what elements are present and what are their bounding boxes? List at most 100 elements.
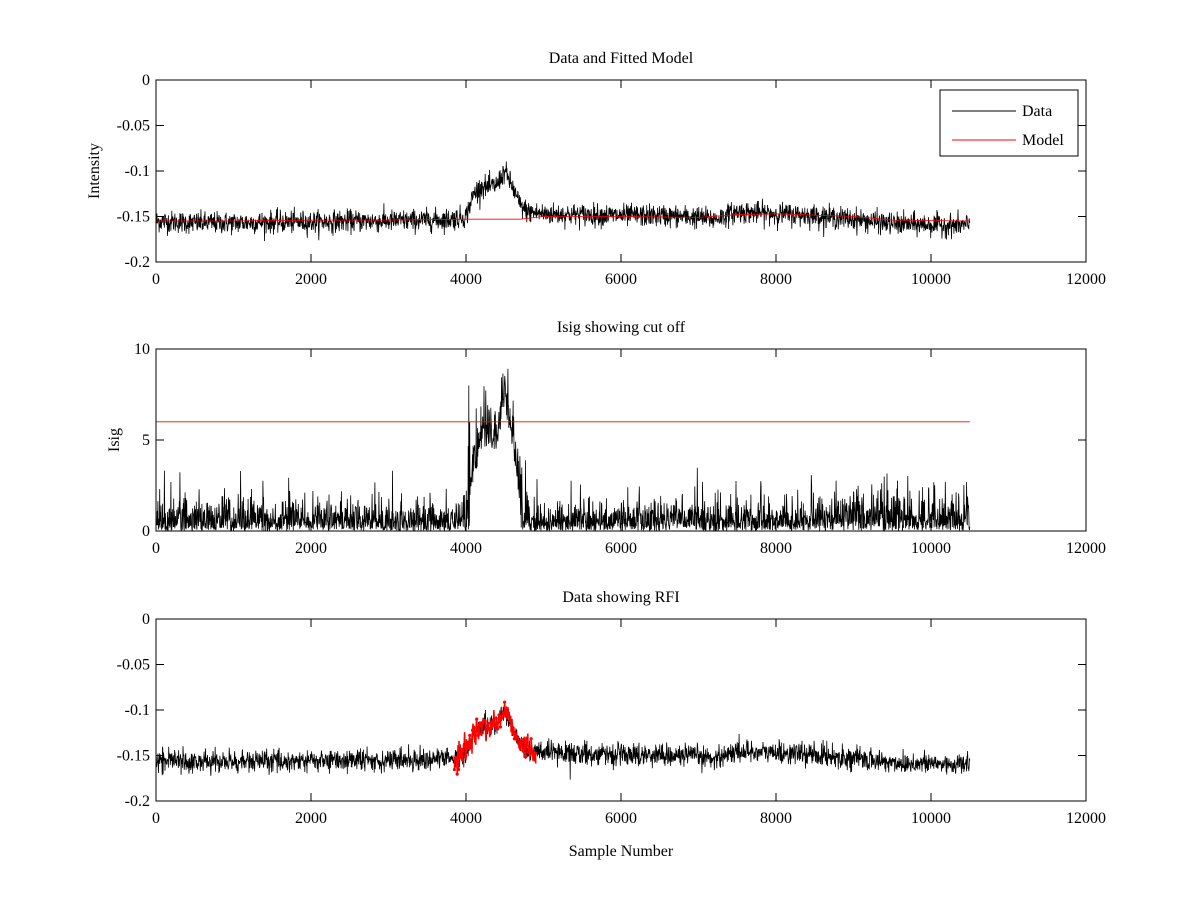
y-tick-label: 0 bbox=[142, 523, 150, 540]
rfi-marker bbox=[511, 731, 515, 735]
rfi-marker bbox=[515, 735, 519, 739]
plot-area bbox=[156, 368, 971, 531]
chart-title: Data and Fitted Model bbox=[549, 50, 694, 67]
rfi-marker bbox=[522, 737, 526, 741]
rfi-marker bbox=[487, 727, 491, 731]
rfi-marker bbox=[498, 725, 503, 729]
rfi-marker bbox=[533, 751, 537, 755]
x-tick-label: 6000 bbox=[605, 540, 637, 557]
x-tick-label: 0 bbox=[152, 271, 160, 288]
rfi-marker bbox=[502, 700, 507, 704]
x-tick-label: 8000 bbox=[760, 540, 792, 557]
rfi-marker bbox=[463, 754, 468, 758]
y-tick-label: -0.05 bbox=[117, 118, 150, 135]
x-tick-label: 6000 bbox=[605, 810, 637, 827]
y-tick-label: -0.1 bbox=[125, 702, 150, 719]
rfi-marker bbox=[455, 772, 459, 776]
x-tick-label: 12000 bbox=[1066, 540, 1106, 557]
x-axis-label: Sample Number bbox=[569, 843, 674, 860]
rfi-marker bbox=[462, 743, 466, 748]
chart-title: Data showing RFI bbox=[562, 589, 679, 606]
x-tick-label: 12000 bbox=[1066, 810, 1106, 827]
y-axis-label: Intensity bbox=[86, 143, 103, 199]
rfi-marker bbox=[501, 711, 505, 715]
y-tick-label: 0 bbox=[142, 611, 150, 628]
x-tick-label: 10000 bbox=[911, 271, 951, 288]
rfi-marker bbox=[456, 767, 461, 772]
rfi-marker bbox=[528, 750, 532, 755]
y-tick-label: -0.15 bbox=[117, 748, 150, 765]
y-tick-label: -0.1 bbox=[125, 163, 150, 180]
x-tick-label: 8000 bbox=[760, 271, 792, 288]
chart-panel-1: 0 2000 4000 6000 8000 10000 12000 0 -0.05 -0.1 -0.… bbox=[86, 50, 1106, 288]
series-line-1 bbox=[156, 703, 971, 780]
rfi-marker bbox=[459, 751, 463, 755]
rfi-marker bbox=[490, 723, 494, 727]
legend-label-model: Model bbox=[1022, 132, 1064, 149]
x-tick-label: 6000 bbox=[605, 271, 637, 288]
rfi-marker bbox=[507, 714, 511, 719]
rfi-marker bbox=[529, 737, 533, 741]
rfi-marker bbox=[532, 755, 536, 759]
y-tick-label: -0.05 bbox=[117, 657, 150, 674]
rfi-marker bbox=[475, 717, 479, 721]
rfi-marker bbox=[512, 737, 516, 741]
rfi-marker bbox=[514, 732, 518, 736]
rfi-marker bbox=[504, 713, 508, 717]
x-tick-label: 0 bbox=[152, 540, 160, 557]
y-tick-label: 5 bbox=[142, 432, 150, 449]
rfi-marker bbox=[509, 722, 514, 726]
legend-label-data: Data bbox=[1022, 103, 1052, 120]
y-tick-label: -0.2 bbox=[125, 793, 150, 810]
x-tick-label: 12000 bbox=[1066, 271, 1106, 288]
rfi-marker bbox=[452, 767, 456, 772]
x-tick-label: 4000 bbox=[450, 810, 482, 827]
rfi-marker bbox=[483, 719, 487, 723]
y-tick-label: -0.15 bbox=[117, 209, 150, 226]
series-line-2 bbox=[453, 702, 537, 775]
series-line-1 bbox=[156, 368, 971, 531]
rfi-marker bbox=[484, 724, 489, 728]
rfi-marker bbox=[461, 758, 465, 762]
rfi-marker bbox=[466, 742, 470, 746]
chart-panel-2: 0 2000 4000 6000 8000 10000 12000 10 5 0 Isig show… bbox=[106, 319, 1106, 557]
y-tick-label: 10 bbox=[134, 341, 150, 358]
rfi-marker bbox=[480, 721, 484, 726]
x-tick-label: 10000 bbox=[911, 810, 951, 827]
legend: Data Model bbox=[939, 89, 1079, 157]
rfi-marker bbox=[521, 748, 525, 752]
rfi-marker bbox=[477, 732, 482, 736]
legend-box bbox=[939, 89, 1079, 157]
rfi-marker bbox=[508, 719, 512, 723]
rfi-marker bbox=[491, 718, 496, 722]
rfi-marker bbox=[497, 713, 501, 717]
rfi-marker bbox=[505, 709, 509, 714]
x-tick-label: 0 bbox=[152, 810, 160, 827]
rfi-marker bbox=[458, 747, 462, 751]
rfi-marker bbox=[500, 716, 504, 720]
y-tick-label: 0 bbox=[142, 72, 150, 89]
rfi-marker bbox=[530, 751, 535, 756]
rfi-marker bbox=[469, 745, 473, 750]
x-tick-label: 2000 bbox=[295, 810, 327, 827]
x-tick-label: 4000 bbox=[450, 540, 482, 557]
y-tick-label: -0.2 bbox=[125, 254, 150, 271]
rfi-marker bbox=[486, 721, 490, 725]
rfi-marker bbox=[473, 730, 477, 734]
rfi-marker bbox=[525, 742, 529, 746]
rfi-marker bbox=[519, 741, 523, 745]
x-tick-label: 10000 bbox=[911, 540, 951, 557]
x-tick-label: 8000 bbox=[760, 810, 792, 827]
chart-panel-3: 0 2000 4000 6000 8000 10000 12000 0 -0.05 -0.1 -0.… bbox=[117, 589, 1106, 860]
series-model bbox=[156, 213, 970, 222]
x-tick-label: 2000 bbox=[295, 271, 327, 288]
x-tick-label: 4000 bbox=[450, 271, 482, 288]
rfi-marker bbox=[468, 733, 472, 738]
rfi-marker bbox=[472, 726, 476, 730]
rfi-marker bbox=[496, 727, 500, 731]
plot-area bbox=[156, 161, 971, 242]
rfi-marker bbox=[494, 716, 498, 720]
rfi-marker bbox=[454, 757, 458, 762]
rfi-marker bbox=[493, 722, 497, 726]
